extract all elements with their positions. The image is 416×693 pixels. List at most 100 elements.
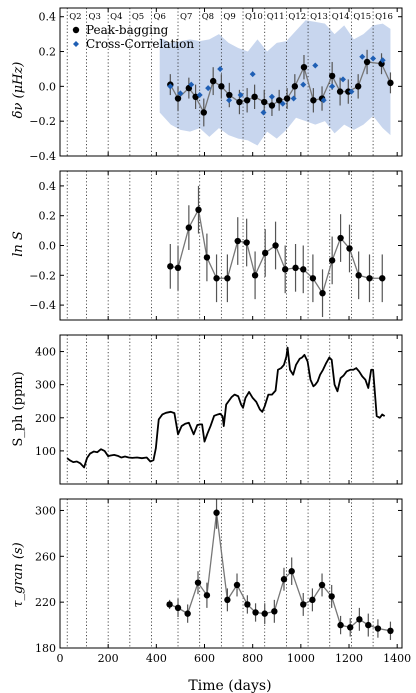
uncertainty-band: [159, 20, 391, 146]
data-point: [268, 102, 276, 109]
cross-correlation-point: [370, 55, 377, 62]
y-tick-label: 400: [35, 346, 56, 359]
data-point: [328, 593, 335, 600]
data-point: [356, 616, 363, 623]
axes-frame: [59, 170, 403, 321]
cross-correlation-point: [290, 95, 297, 102]
data-point: [318, 581, 326, 589]
data-point: [194, 579, 202, 586]
x-tick-label: 1400: [383, 652, 411, 665]
data-point: [224, 275, 231, 282]
data-point: [185, 224, 193, 231]
quarter-label: Q3: [88, 12, 100, 22]
cross-correlation-point: [320, 97, 327, 104]
cross-correlation-point: [348, 88, 355, 95]
axes-frame: [59, 7, 403, 157]
cross-correlation-point: [379, 57, 386, 64]
y-tick-label: 0.4: [39, 180, 57, 193]
data-point: [184, 610, 191, 617]
data-point: [281, 266, 289, 273]
data-point: [387, 79, 394, 87]
data-point: [218, 83, 225, 90]
data-point: [363, 58, 371, 66]
x-axis-label: Time (days): [188, 678, 271, 693]
cross-correlation-point: [205, 85, 212, 92]
data-point: [244, 601, 251, 608]
data-point: [280, 576, 288, 583]
data-point: [283, 95, 291, 102]
data-point: [337, 234, 344, 242]
data-point: [374, 625, 382, 632]
y-tick-label: 260: [35, 550, 56, 563]
cross-correlation-point: [312, 62, 319, 69]
data-point: [236, 98, 243, 106]
data-point: [319, 289, 326, 297]
data-point: [167, 263, 174, 270]
panel-Sph: 100 200 300 400: [35, 334, 403, 485]
data-point: [355, 272, 362, 279]
data-point: [366, 275, 373, 282]
legend-label-peak-bagging: Peak-bagging: [86, 23, 169, 37]
sph-line: [66, 346, 386, 469]
quarter-label: Q5: [132, 12, 144, 22]
y-tick-label: 0.2: [39, 46, 57, 59]
quarter-label: Q12: [288, 12, 306, 22]
data-point: [174, 264, 182, 272]
data-point: [345, 88, 352, 95]
data-point: [300, 63, 308, 71]
cross-correlation-point: [167, 83, 174, 90]
cross-correlation-point: [177, 90, 184, 97]
quarter-label: Q2: [69, 12, 81, 22]
data-point: [310, 97, 317, 104]
x-tick-label: 1000: [287, 652, 315, 665]
y-tick-label: 0.0: [39, 80, 57, 93]
data-point: [328, 257, 336, 264]
x-tick-label: 400: [146, 652, 167, 665]
quarter-label: Q6: [154, 12, 166, 22]
ylabel-tau-gran: τ_gran (s): [11, 542, 26, 607]
cross-correlation-point: [226, 97, 233, 104]
data-point: [209, 77, 217, 85]
quarter-label: Q8: [202, 12, 214, 22]
data-point: [379, 275, 386, 282]
data-point: [336, 88, 344, 95]
x-tick-label: 600: [194, 652, 215, 665]
plot-area-lnS: [66, 171, 386, 320]
ylabel-sph: S_ph (ppm): [11, 371, 26, 446]
data-point: [233, 581, 241, 589]
y-tick-label: 300: [35, 379, 56, 392]
y-tick-label: −0.4: [29, 299, 56, 312]
connector-line: [169, 512, 391, 632]
data-point: [243, 239, 250, 246]
data-point: [203, 254, 211, 261]
cross-correlation-point: [196, 92, 203, 99]
data-point: [346, 245, 353, 252]
data-point: [272, 242, 279, 249]
data-point: [166, 601, 173, 608]
legend-label-cross-correlation: Cross-Correlation: [86, 37, 194, 51]
data-point: [328, 72, 336, 80]
data-point: [387, 627, 394, 635]
data-point: [309, 596, 316, 604]
y-tick-label: 0.2: [39, 210, 57, 223]
cross-correlation-point: [188, 81, 195, 88]
data-point: [337, 621, 344, 629]
data-point: [261, 610, 268, 617]
y-tick-label: −0.2: [29, 115, 56, 128]
y-tick-label: −0.4: [29, 150, 56, 163]
x-tick-label: 1200: [335, 652, 363, 665]
data-point: [213, 275, 220, 282]
quarter-label: Q14: [332, 12, 350, 22]
data-point: [252, 609, 259, 616]
data-point: [261, 98, 268, 106]
y-tick-label: 180: [35, 642, 56, 655]
cross-correlation-point: [339, 76, 346, 83]
x-tick-label: 200: [98, 652, 119, 665]
data-point: [300, 601, 307, 608]
quarter-label: Q15: [353, 12, 371, 22]
data-point: [347, 624, 354, 631]
quarter-label: Q9: [223, 12, 235, 22]
data-point: [300, 266, 307, 273]
quarter-label: Q7: [180, 12, 192, 22]
